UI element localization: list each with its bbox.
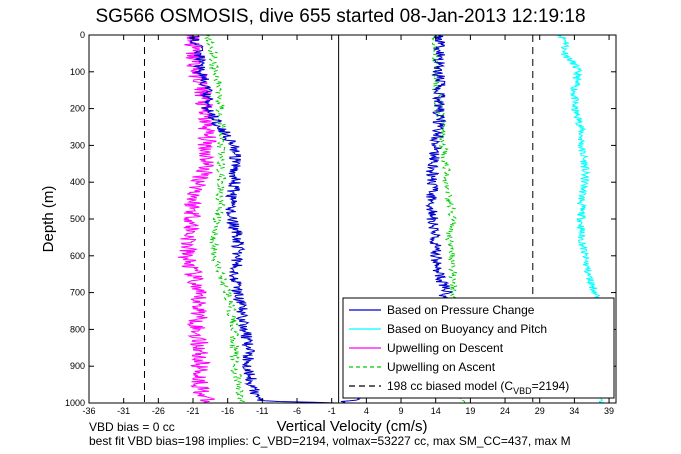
x-tick-label: 9 [399, 406, 404, 416]
x-tick-label: 19 [465, 406, 475, 416]
y-tick-label: 800 [70, 324, 85, 334]
series-pressure-descent [188, 34, 338, 404]
x-tick-label: -6 [293, 406, 301, 416]
x-tick-label: 34 [569, 406, 579, 416]
legend-entry-label: Based on Pressure Change [387, 303, 535, 317]
x-tick-label: -21 [187, 406, 200, 416]
y-tick-label: 1000 [65, 398, 85, 408]
x-tick-label: -36 [82, 406, 95, 416]
y-tick-label: 900 [70, 361, 85, 371]
y-tick-label: 600 [70, 251, 85, 261]
legend: Based on Pressure Change Based on Buoyanc… [342, 297, 615, 399]
vbd-bias-note: VBD bias = 0 cc [89, 420, 175, 434]
x-tick-label: -1 [328, 406, 336, 416]
x-tick-label: 14 [431, 406, 441, 416]
chart-title: SG566 OSMOSIS, dive 655 started 08-Jan-2… [95, 6, 586, 27]
x-tick-label: 39 [604, 406, 614, 416]
x-tick-label: -11 [256, 406, 268, 416]
x-tick-label: 24 [500, 406, 510, 416]
series-upwelling-ascent-down [204, 34, 246, 404]
y-tick-label: 0 [80, 30, 85, 40]
x-tick-label: -26 [152, 406, 165, 416]
legend-entry-label: 198 cc biased model (CVBD=2194) [387, 379, 569, 396]
best-fit-note: best fit VBD bias=198 implies: C_VBD=219… [89, 434, 571, 448]
y-tick-label: 300 [70, 140, 85, 150]
x-tick-label: 4 [364, 406, 369, 416]
y-tick-label: 100 [70, 67, 85, 77]
legend-entry-label: Based on Buoyancy and Pitch [387, 322, 547, 336]
y-axis-label: Depth (m) [40, 186, 57, 253]
tick-layer: -36 -31 -26 -21 -16 -11 -6 -1 4 9 14 19 24 29 34 39 0 100… [65, 30, 616, 416]
y-tick-label: 500 [70, 214, 85, 224]
x-tick-label: -16 [221, 406, 234, 416]
y-tick-label: 200 [70, 104, 85, 114]
y-tick-label: 400 [70, 177, 85, 187]
series-upwelling-ascent-up [430, 34, 466, 404]
x-axis-label: Vertical Velocity (cm/s) [277, 418, 428, 435]
x-tick-label: -31 [117, 406, 130, 416]
y-tick-label: 700 [70, 288, 85, 298]
x-tick-label: 29 [535, 406, 545, 416]
legend-entry-label: Upwelling on Descent [387, 341, 504, 355]
legend-entry-label: Upwelling on Ascent [387, 360, 496, 374]
legend-box [342, 297, 615, 399]
